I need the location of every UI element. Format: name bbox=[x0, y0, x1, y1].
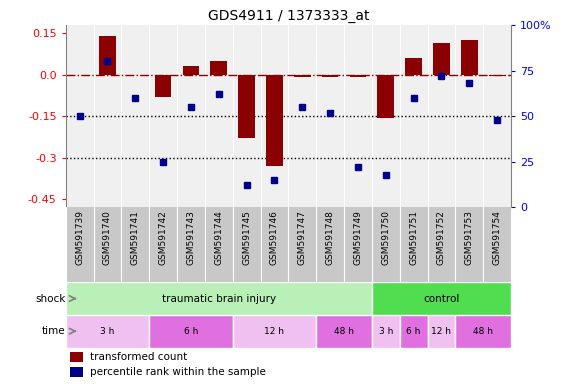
Bar bbox=[210, 61, 227, 75]
Text: GSM591741: GSM591741 bbox=[131, 210, 140, 265]
Bar bbox=[70, 367, 83, 377]
Text: GSM591742: GSM591742 bbox=[159, 210, 168, 265]
Bar bbox=[349, 75, 367, 78]
Text: GSM591746: GSM591746 bbox=[270, 210, 279, 265]
Text: GSM591739: GSM591739 bbox=[75, 210, 84, 265]
Bar bbox=[233, 315, 316, 348]
Bar bbox=[322, 75, 339, 78]
Text: GSM591744: GSM591744 bbox=[214, 210, 223, 265]
Bar bbox=[149, 315, 233, 348]
Text: 3 h: 3 h bbox=[379, 327, 393, 336]
Bar bbox=[66, 282, 372, 315]
Text: 6 h: 6 h bbox=[407, 327, 421, 336]
Bar bbox=[238, 75, 255, 138]
Bar bbox=[183, 66, 199, 75]
Text: GSM591748: GSM591748 bbox=[325, 210, 335, 265]
Bar bbox=[372, 315, 400, 348]
Bar bbox=[433, 43, 450, 75]
Bar bbox=[70, 353, 83, 362]
Text: GSM591747: GSM591747 bbox=[297, 210, 307, 265]
Bar bbox=[377, 75, 394, 118]
Text: GSM591745: GSM591745 bbox=[242, 210, 251, 265]
Text: 12 h: 12 h bbox=[432, 327, 452, 336]
Text: 48 h: 48 h bbox=[473, 327, 493, 336]
Text: GSM591743: GSM591743 bbox=[186, 210, 195, 265]
Bar bbox=[266, 75, 283, 166]
Bar bbox=[294, 75, 311, 78]
Bar bbox=[66, 315, 149, 348]
Text: shock: shock bbox=[35, 293, 66, 304]
Text: 6 h: 6 h bbox=[184, 327, 198, 336]
Text: 48 h: 48 h bbox=[334, 327, 354, 336]
Bar bbox=[428, 315, 456, 348]
Text: traumatic brain injury: traumatic brain injury bbox=[162, 293, 276, 304]
Text: time: time bbox=[42, 326, 66, 336]
Bar bbox=[400, 315, 428, 348]
Text: control: control bbox=[423, 293, 460, 304]
Text: GSM591753: GSM591753 bbox=[465, 210, 474, 265]
Text: GSM591754: GSM591754 bbox=[493, 210, 502, 265]
Text: percentile rank within the sample: percentile rank within the sample bbox=[90, 367, 266, 377]
Bar bbox=[155, 75, 171, 97]
Text: GSM591740: GSM591740 bbox=[103, 210, 112, 265]
Text: 3 h: 3 h bbox=[100, 327, 115, 336]
Bar bbox=[316, 315, 372, 348]
Text: transformed count: transformed count bbox=[90, 352, 187, 362]
Text: GSM591752: GSM591752 bbox=[437, 210, 446, 265]
Text: GSM591750: GSM591750 bbox=[381, 210, 391, 265]
Bar bbox=[405, 58, 422, 75]
Bar bbox=[372, 282, 511, 315]
Bar bbox=[461, 40, 477, 75]
Text: GSM591751: GSM591751 bbox=[409, 210, 418, 265]
Bar bbox=[99, 36, 116, 75]
Bar bbox=[489, 75, 505, 76]
Bar bbox=[456, 315, 511, 348]
Text: 12 h: 12 h bbox=[264, 327, 284, 336]
Text: GSM591749: GSM591749 bbox=[353, 210, 363, 265]
Title: GDS4911 / 1373333_at: GDS4911 / 1373333_at bbox=[208, 8, 369, 23]
